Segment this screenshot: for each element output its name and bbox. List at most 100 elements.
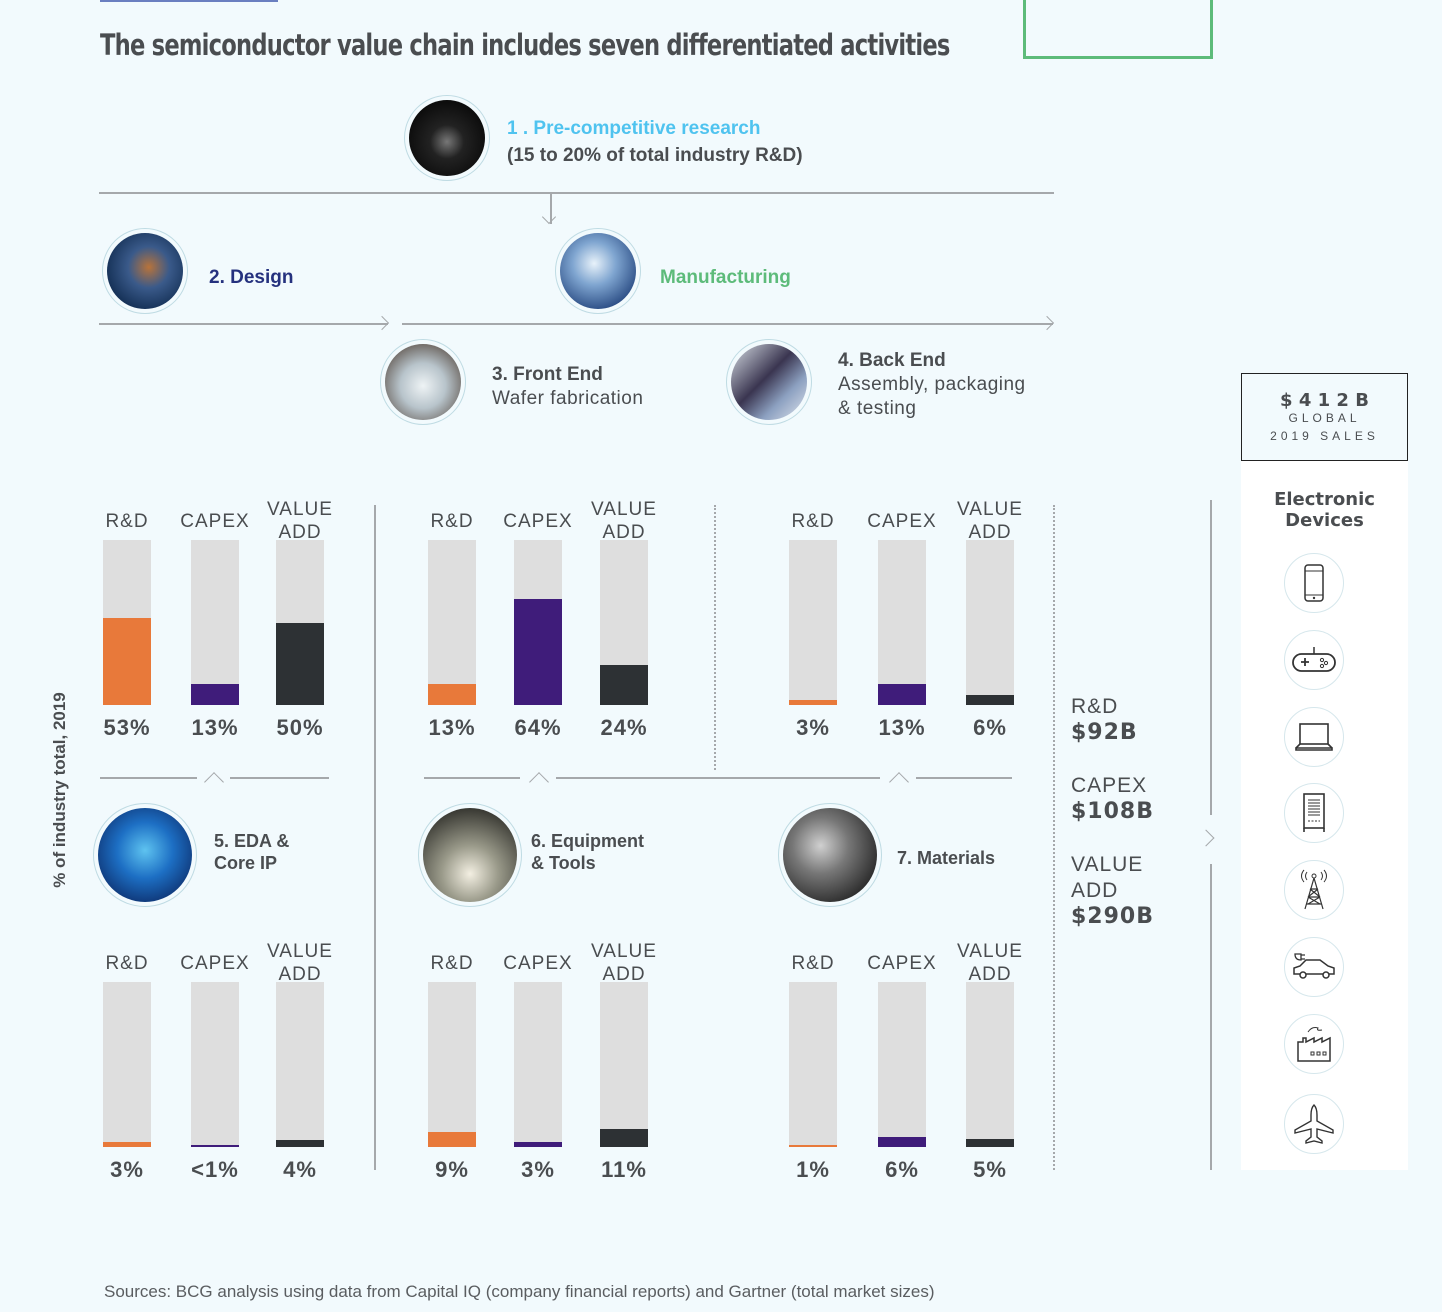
bar-track bbox=[878, 540, 926, 705]
arrow-down bbox=[550, 192, 552, 224]
manufacturing-image bbox=[555, 228, 641, 314]
back-end-subtitle: Assembly, packaging bbox=[838, 374, 1026, 395]
category-label: VALUE ADD bbox=[591, 941, 657, 985]
total-va-label: VALUE bbox=[1071, 853, 1144, 876]
bar-track bbox=[191, 982, 239, 1147]
equipment-image bbox=[418, 803, 522, 907]
back-end-title: 4. Back End bbox=[838, 350, 946, 371]
front-end-stage: 3. Front End Wafer fabrication bbox=[492, 363, 643, 411]
devices-title-1: Electronic bbox=[1274, 489, 1375, 510]
airplane-icon bbox=[1284, 1094, 1344, 1154]
equipment-stage: 6. Equipment & Tools bbox=[531, 830, 644, 874]
bar bbox=[878, 1137, 926, 1147]
bar-track bbox=[514, 982, 562, 1147]
caret-up-icon bbox=[204, 772, 224, 792]
category-label: VALUE ADD bbox=[267, 499, 333, 543]
eda-image bbox=[93, 803, 197, 907]
bar-track bbox=[600, 540, 648, 705]
separator-dotted bbox=[1053, 505, 1055, 1170]
top-green-box bbox=[1023, 0, 1213, 59]
materials-image bbox=[778, 803, 882, 907]
value-label: 6% bbox=[973, 715, 1007, 740]
value-label: 5% bbox=[973, 1157, 1007, 1182]
bar bbox=[276, 1140, 324, 1147]
bar-track bbox=[191, 540, 239, 705]
value-label: 13% bbox=[428, 715, 476, 740]
category-label: CAPEX bbox=[867, 953, 937, 974]
value-label: 24% bbox=[600, 715, 648, 740]
manufacturing-title: Manufacturing bbox=[660, 267, 791, 288]
y-axis-label: % of industry total, 2019 bbox=[50, 692, 69, 888]
eda-title-2: Core IP bbox=[214, 853, 278, 873]
bar-track bbox=[428, 982, 476, 1147]
page-title: The semiconductor value chain includes s… bbox=[100, 28, 950, 62]
cell-tower-icon bbox=[1284, 860, 1344, 920]
category-label: VALUE ADD bbox=[591, 499, 657, 543]
research-title: 1 . Pre-competitive research bbox=[507, 118, 761, 139]
divider bbox=[100, 777, 197, 779]
source-note: Sources: BCG analysis using data from Ca… bbox=[104, 1282, 935, 1301]
category-label: VALUE ADD bbox=[267, 941, 333, 985]
bar bbox=[103, 617, 151, 705]
bar bbox=[191, 683, 239, 705]
caret-up-icon bbox=[529, 772, 549, 792]
category-label: R&D bbox=[430, 511, 474, 532]
bar bbox=[428, 683, 476, 705]
value-label: 3% bbox=[796, 715, 830, 740]
electric-car-icon bbox=[1284, 937, 1344, 997]
category-label: R&D bbox=[105, 511, 149, 532]
separator bbox=[374, 505, 376, 1170]
equipment-title-2: & Tools bbox=[531, 853, 596, 873]
materials-title: 7. Materials bbox=[897, 848, 996, 868]
back-end-image bbox=[726, 339, 812, 425]
divider bbox=[916, 777, 1012, 779]
category-label: R&D bbox=[430, 953, 474, 974]
bar bbox=[103, 1142, 151, 1147]
divider bbox=[424, 777, 520, 779]
bar-track bbox=[878, 982, 926, 1147]
bar bbox=[191, 1145, 239, 1147]
category-label: R&D bbox=[791, 511, 835, 532]
laptop-icon bbox=[1284, 707, 1344, 767]
separator bbox=[1210, 500, 1212, 815]
bar bbox=[600, 1128, 648, 1147]
bar bbox=[789, 700, 837, 705]
value-label: 13% bbox=[878, 715, 926, 740]
devices-title: Electronic Devices bbox=[1241, 489, 1408, 531]
design-title: 2. Design bbox=[209, 267, 294, 288]
bar bbox=[966, 695, 1014, 705]
value-label: 9% bbox=[435, 1157, 469, 1182]
divider bbox=[99, 192, 1054, 194]
manufacturing-arrow-head bbox=[1039, 315, 1055, 331]
category-label: CAPEX bbox=[503, 953, 573, 974]
value-label: 3% bbox=[110, 1157, 144, 1182]
value-label: 11% bbox=[601, 1157, 647, 1182]
back-end-stage: 4. Back End Assembly, packaging & testin… bbox=[838, 349, 1026, 421]
total-capex-label: CAPEX bbox=[1071, 774, 1148, 797]
factory-icon bbox=[1284, 1014, 1344, 1074]
value-label: 53% bbox=[103, 715, 151, 740]
total-value-add: VALUE ADD $290B bbox=[1071, 852, 1154, 930]
category-label: VALUE ADD bbox=[957, 941, 1023, 985]
gamepad-icon bbox=[1284, 630, 1344, 690]
bar-track bbox=[966, 982, 1014, 1147]
bar-track bbox=[789, 540, 837, 705]
category-label: R&D bbox=[105, 953, 149, 974]
total-rd: R&D $92B bbox=[1071, 694, 1138, 746]
bar-track bbox=[276, 982, 324, 1147]
total-capex-value: $108B bbox=[1071, 799, 1154, 824]
top-accent-line bbox=[100, 0, 278, 2]
bar-track bbox=[276, 540, 324, 705]
bar bbox=[966, 1138, 1014, 1147]
value-label: 6% bbox=[885, 1157, 919, 1182]
equipment-title: 6. Equipment bbox=[531, 831, 645, 851]
divider bbox=[230, 777, 329, 779]
design-image bbox=[102, 228, 188, 314]
sales-value: $ 4 1 2 B bbox=[1280, 390, 1369, 411]
category-label: CAPEX bbox=[180, 953, 250, 974]
sales-box: $ 4 1 2 B GLOBAL 2019 SALES bbox=[1241, 373, 1408, 461]
bar-track bbox=[103, 540, 151, 705]
bar bbox=[276, 622, 324, 705]
category-label: VALUE ADD bbox=[957, 499, 1023, 543]
eda-title: 5. EDA & bbox=[214, 831, 290, 851]
